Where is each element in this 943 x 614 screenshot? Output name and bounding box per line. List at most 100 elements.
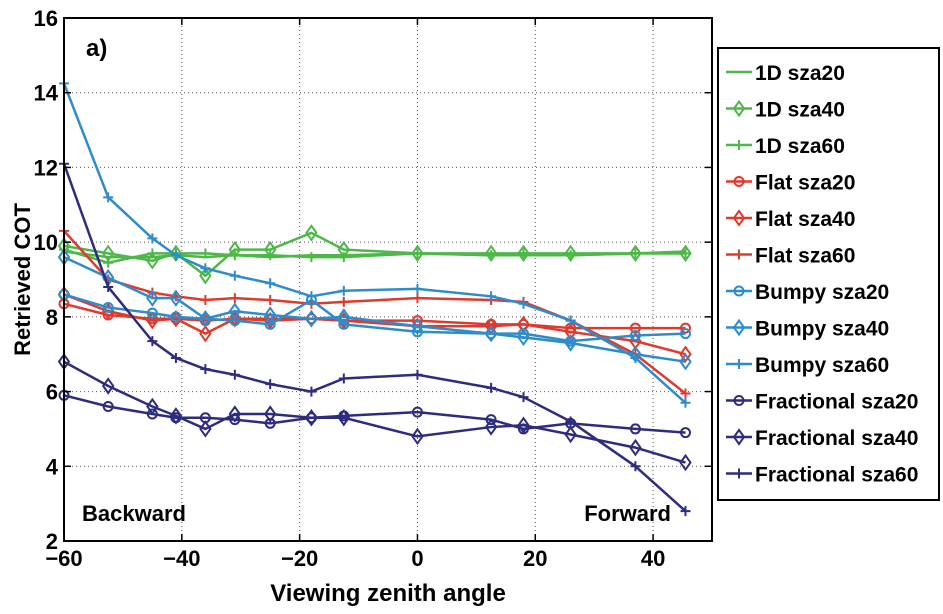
x-tick-label: −20 [281, 546, 318, 571]
data-point [228, 302, 242, 320]
legend-item: Fractional sza60 [726, 464, 918, 487]
legend-marker [733, 285, 745, 297]
data-point [169, 244, 183, 263]
legend-label: Flat sza40 [755, 208, 855, 231]
series-line [63, 360, 686, 464]
series-line [63, 255, 686, 363]
data-point [338, 285, 349, 296]
legend-marker [734, 249, 744, 260]
data-point [630, 248, 641, 259]
data-point [679, 328, 691, 340]
data-point [305, 224, 318, 242]
data-point [565, 416, 576, 427]
data-point [680, 388, 691, 399]
x-tick-label: 20 [523, 546, 547, 571]
data-point [169, 407, 183, 425]
x-tick-label: −60 [45, 546, 82, 571]
data-point [338, 296, 349, 307]
data-point [486, 382, 497, 393]
data-point [200, 248, 211, 259]
plot-frame [63, 17, 713, 542]
data-point [412, 293, 423, 304]
data-point [229, 293, 240, 304]
data-point [265, 278, 276, 289]
y-tick-label: 16 [34, 6, 58, 31]
data-point [147, 336, 158, 347]
series-fractional-sza20 [58, 389, 691, 439]
series-fractional-sza40 [57, 352, 692, 472]
data-point [147, 233, 158, 244]
legend-label: Bumpy sza60 [755, 354, 889, 377]
data-point [680, 397, 691, 408]
data-point [518, 248, 529, 259]
data-point [229, 369, 240, 380]
legend-item: Fractional sza20 [726, 391, 918, 414]
data-point [629, 244, 642, 263]
legend-label: 1D sza40 [755, 99, 845, 122]
legend-label: Bumpy sza40 [755, 318, 889, 341]
data-point [411, 244, 424, 263]
grid-lines [63, 17, 712, 542]
data-point [102, 401, 114, 413]
series-line [63, 302, 686, 330]
data-point [337, 308, 351, 326]
data-point [338, 318, 350, 330]
legend-item: Fractional sza40 [726, 427, 918, 450]
data-point [102, 302, 114, 314]
data-point [629, 423, 641, 435]
data-point [629, 438, 642, 457]
data-point [412, 283, 423, 294]
panel-label: a) [86, 35, 107, 62]
data-point [229, 270, 240, 281]
series-fractional-sza60 [59, 158, 691, 517]
legend-item: 1D sza20 [726, 62, 845, 85]
data-point [630, 352, 641, 363]
x-tick-label: 40 [641, 546, 665, 571]
data-point [485, 414, 497, 426]
data-point [170, 250, 181, 261]
legend-item: Bumpy sza20 [726, 281, 889, 304]
x-tick-label: 0 [411, 546, 423, 571]
legend-marker [734, 140, 744, 150]
x-axis-label: Viewing zenith angle [270, 580, 506, 607]
legend-marker [732, 318, 746, 337]
data-point [305, 310, 318, 328]
legend-label: Flat sza60 [755, 245, 855, 268]
y-tick-label: 14 [34, 81, 59, 106]
data-point [265, 379, 276, 390]
y-tick-label: 2 [46, 529, 58, 554]
data-point [630, 461, 641, 472]
data-point [229, 315, 241, 327]
legend-label: Fractional sza60 [755, 464, 918, 487]
data-point [263, 405, 277, 423]
legend-marker [733, 176, 745, 187]
legend-item: Flat sza40 [726, 208, 855, 231]
data-point [411, 317, 424, 335]
data-point [200, 295, 211, 306]
data-point [484, 244, 498, 263]
data-point [264, 417, 276, 429]
legend-label: Flat sza20 [755, 172, 855, 195]
series-line [62, 82, 687, 404]
data-point [565, 315, 576, 326]
data-point [265, 250, 276, 261]
data-point [629, 330, 641, 342]
legend: 1D sza20 1D sza40 1D sza60 Flat sza20 Flat s… [717, 47, 940, 501]
data-point [411, 427, 424, 446]
data-point [146, 252, 159, 270]
series-bumpy-sza60 [59, 78, 691, 408]
data-point [200, 364, 211, 375]
data-point [263, 306, 277, 324]
data-point [146, 408, 158, 420]
data-point [146, 307, 158, 319]
data-point [680, 506, 691, 517]
data-point [679, 427, 691, 439]
data-point [564, 425, 577, 444]
annotation-forward: Forward [584, 501, 671, 526]
data-point [103, 257, 114, 268]
data-point [484, 418, 498, 436]
data-point [486, 250, 497, 261]
legend-item: Flat sza60 [726, 245, 855, 268]
data-point [103, 192, 114, 203]
data-point [146, 397, 159, 416]
